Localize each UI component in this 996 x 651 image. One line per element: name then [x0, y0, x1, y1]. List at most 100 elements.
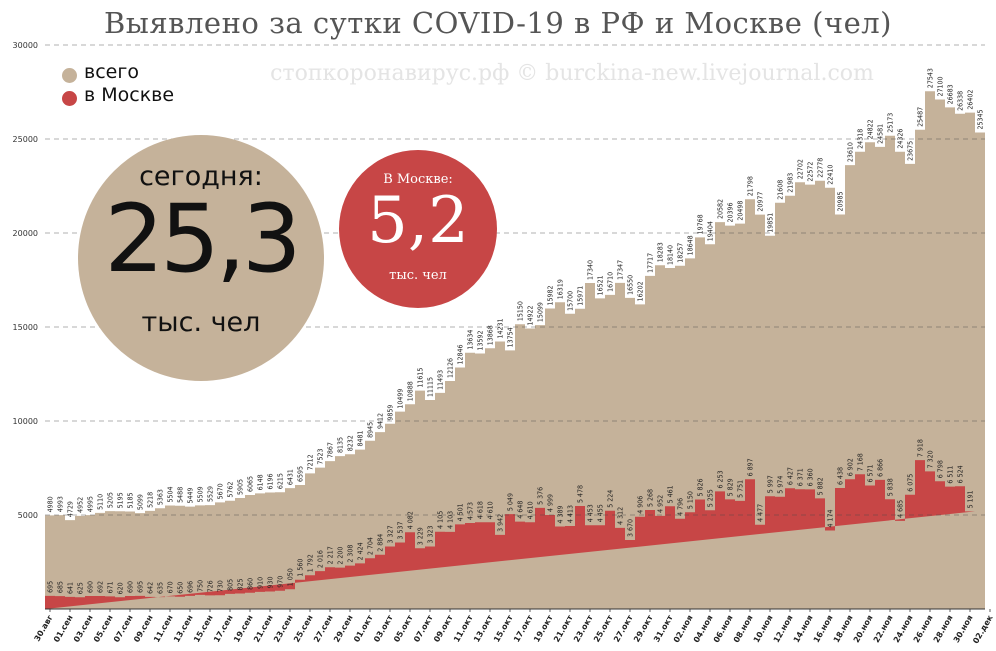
data-label-moscow: 4 105 [437, 511, 445, 529]
data-label-moscow: 730 [217, 580, 225, 592]
data-label-total: 5509 [197, 486, 205, 502]
data-label-moscow: 695 [137, 581, 145, 593]
data-label-total: 25487 [917, 107, 925, 127]
data-label-total: 16550 [627, 275, 635, 295]
data-label-moscow: 860 [247, 578, 255, 590]
data-label-moscow: 4 453 [587, 504, 595, 522]
data-label-total: 13754 [507, 327, 515, 347]
data-label-moscow: 805 [227, 579, 235, 591]
data-label-moscow: 1 792 [307, 554, 315, 572]
data-label-moscow: 6 524 [957, 465, 965, 483]
data-label-total: 19768 [697, 214, 705, 234]
data-label-moscow: 4 174 [827, 509, 835, 527]
x-tick-label: 02.дек [971, 613, 995, 645]
data-label-total: 4980 [47, 496, 55, 512]
data-label-total: 5205 [107, 492, 115, 508]
data-label-moscow: 3 537 [397, 521, 405, 539]
data-label-total: 18648 [687, 235, 695, 255]
data-label-total: 6215 [277, 473, 285, 489]
data-label-moscow: 3 229 [417, 527, 425, 545]
data-label-total: 5099 [137, 494, 145, 510]
data-label-moscow: 642 [147, 582, 155, 594]
data-label-moscow: 825 [237, 578, 245, 590]
data-label-total: 5218 [147, 492, 155, 508]
data-label-total: 8232 [347, 435, 355, 451]
data-label-moscow: 5 997 [767, 475, 775, 493]
data-label-moscow: 6 427 [787, 467, 795, 485]
data-label-moscow: 2 016 [317, 550, 325, 568]
data-label-total: 20582 [717, 199, 725, 219]
data-label-total: 6065 [247, 476, 255, 492]
data-label-total: 17340 [587, 260, 595, 280]
data-label-moscow: 3 942 [497, 514, 505, 532]
data-label-total: 4993 [57, 496, 65, 512]
data-label-moscow: 695 [47, 581, 55, 593]
data-label-total: 5762 [227, 482, 235, 498]
legend-label-moscow: в Москве [84, 84, 175, 106]
data-label-total: 11493 [437, 370, 445, 390]
data-label-moscow: 690 [87, 581, 95, 593]
data-label-moscow: 635 [157, 582, 165, 594]
legend-swatch-total [62, 68, 77, 83]
data-label-moscow: 4 413 [567, 505, 575, 523]
data-label-total: 6595 [297, 466, 305, 482]
data-label-total: 5110 [97, 494, 105, 510]
y-tick-label: 15000 [13, 323, 38, 332]
data-label-moscow: 5 751 [737, 480, 745, 498]
legend-label-total: всего [84, 61, 139, 83]
data-label-moscow: 4 618 [477, 501, 485, 519]
data-label-moscow: 4 501 [457, 503, 465, 521]
data-label-moscow: 970 [277, 576, 285, 588]
data-label-moscow: 2 424 [357, 542, 365, 560]
data-label-total: 5670 [217, 483, 225, 499]
data-label-moscow: 4 796 [677, 498, 685, 516]
data-label-moscow: 5 461 [667, 485, 675, 503]
data-label-moscow: 6 866 [877, 459, 885, 477]
data-label-total: 5449 [187, 488, 195, 504]
data-label-moscow: 910 [257, 577, 265, 589]
data-label-total: 23610 [847, 142, 855, 162]
data-label-moscow: 4 952 [657, 495, 665, 513]
data-label-total: 7523 [317, 449, 325, 465]
data-label-total: 22778 [817, 158, 825, 178]
data-label-moscow: 4 610 [527, 501, 535, 519]
data-label-total: 12126 [447, 358, 455, 378]
data-label-moscow: 1 560 [297, 559, 305, 577]
data-label-total: 13592 [477, 330, 485, 350]
data-label-total: 26402 [967, 90, 975, 110]
data-label-moscow: 6 511 [947, 466, 955, 484]
data-label-total: 13634 [467, 330, 475, 350]
data-label-moscow: 4 999 [547, 494, 555, 512]
data-label-total: 20985 [837, 191, 845, 211]
data-label-moscow: 7 918 [917, 439, 925, 457]
data-label-total: 20977 [757, 192, 765, 212]
data-label-total: 18283 [657, 242, 665, 262]
data-label-total: 24822 [867, 119, 875, 139]
data-label-total: 8481 [357, 431, 365, 447]
today-label: сегодня: [139, 161, 263, 192]
data-label-moscow: 2 308 [347, 545, 355, 563]
data-label-total: 25345 [977, 109, 985, 129]
data-label-moscow: 5 224 [607, 490, 615, 508]
data-label-moscow: 690 [127, 581, 135, 593]
moscow-badge: В Москве: 5,2 тыс. чел [339, 150, 497, 308]
data-label-total: 17717 [647, 253, 655, 273]
data-label-total: 5195 [117, 492, 125, 508]
data-label-moscow: 2 200 [337, 547, 345, 565]
data-label-total: 10499 [397, 389, 405, 409]
data-label-moscow: 4 685 [897, 500, 905, 518]
today-value: 25,3 [104, 185, 301, 294]
data-label-moscow: 641 [67, 582, 75, 594]
data-label-moscow: 620 [117, 582, 125, 594]
data-label-total: 5363 [157, 489, 165, 505]
data-label-total: 14922 [527, 305, 535, 325]
chart-title: Выявлено за сутки COVID-19 в РФ и Москве… [103, 6, 893, 40]
data-label-moscow: 692 [97, 581, 105, 593]
data-label-moscow: 6 371 [797, 468, 805, 486]
data-label-total: 16319 [557, 279, 565, 299]
data-label-total: 4729 [67, 501, 75, 517]
data-label-total: 5529 [207, 486, 215, 502]
data-label-total: 22410 [827, 165, 835, 185]
y-tick-label: 10000 [13, 417, 38, 426]
data-label-total: 19851 [767, 213, 775, 233]
